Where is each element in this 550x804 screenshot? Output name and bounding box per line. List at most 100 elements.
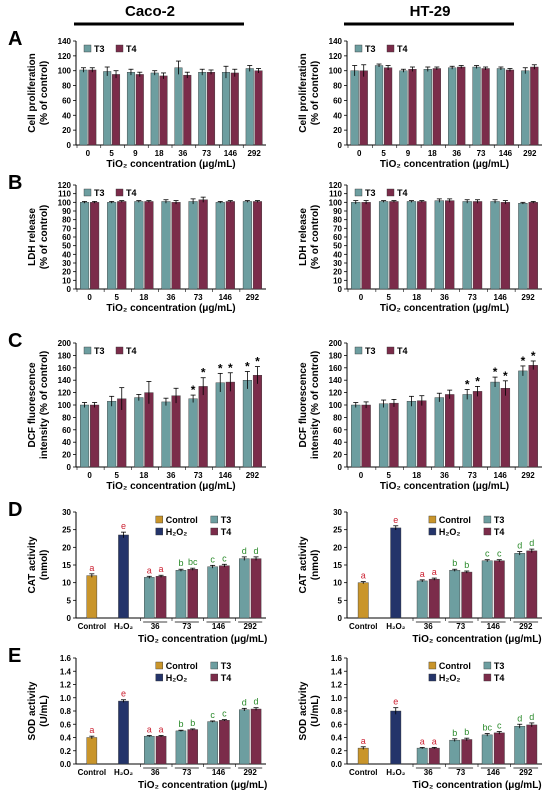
y-axis-label-line: SOD activity bbox=[298, 681, 309, 740]
bar-t4 bbox=[389, 402, 399, 468]
x-tick-label: 0 bbox=[359, 293, 364, 302]
legend-swatch-t3 bbox=[483, 515, 492, 524]
legend-swatch-t4 bbox=[483, 673, 492, 682]
y-tick-label: 25 bbox=[62, 526, 71, 535]
y-tick-label: 50 bbox=[62, 242, 71, 251]
bar-t3 bbox=[242, 201, 252, 290]
significance-star: * bbox=[503, 369, 508, 383]
significance-letter: d bbox=[242, 546, 247, 556]
y-axis-label-line: DCF fluorescence bbox=[298, 362, 309, 447]
bar-t3 bbox=[462, 201, 472, 290]
x-tick-label: 5 bbox=[387, 293, 392, 302]
bar-t4 bbox=[461, 571, 473, 619]
y-tick-label: 120 bbox=[329, 52, 343, 61]
y-tick-label: 140 bbox=[329, 376, 343, 385]
x-tick-label: 36 bbox=[151, 622, 160, 631]
y-tick-label: 0.8 bbox=[331, 707, 343, 716]
x-tick-label: H₂O₂ bbox=[114, 622, 134, 631]
bar-t3 bbox=[174, 67, 183, 146]
x-tick-label: 5 bbox=[114, 471, 119, 480]
bar-control bbox=[86, 575, 98, 619]
y-axis-label-line: (% of control) bbox=[39, 205, 50, 269]
bar-t4 bbox=[171, 395, 181, 468]
significance-letter: c bbox=[210, 710, 215, 720]
bar-t4 bbox=[408, 69, 417, 146]
x-tick-label: 292 bbox=[519, 768, 533, 777]
y-tick-label: 120 bbox=[58, 389, 72, 398]
bar-t4 bbox=[383, 67, 393, 146]
x-tick-label: 18 bbox=[139, 471, 148, 480]
bar-t3 bbox=[239, 709, 250, 765]
legend-label: H₂O₂ bbox=[439, 527, 461, 537]
legend: T3 T4 bbox=[354, 346, 408, 356]
x-tick-label: 73 bbox=[456, 622, 465, 631]
y-tick-label: 20 bbox=[333, 543, 342, 552]
y-tick-label: 0.2 bbox=[331, 747, 343, 756]
x-axis-label: TiO₂ concentration (μg/mL) bbox=[106, 303, 235, 314]
x-tick-label: 73 bbox=[468, 293, 477, 302]
y-tick-label: 50 bbox=[333, 242, 342, 251]
significance-letter: c bbox=[497, 549, 502, 559]
bar-t3 bbox=[449, 739, 461, 765]
legend-swatch-h2o2 bbox=[428, 673, 437, 682]
y-tick-label: 0 bbox=[67, 285, 72, 294]
significance-letter: e bbox=[121, 521, 126, 531]
y-tick-label: 0.0 bbox=[331, 760, 343, 769]
y-tick-label: 90 bbox=[62, 207, 71, 216]
x-tick-label: 18 bbox=[412, 293, 421, 302]
bar-t3 bbox=[514, 726, 526, 765]
y-axis-label-line: (% of control) bbox=[39, 61, 50, 125]
bar-t3 bbox=[406, 201, 417, 290]
significance-star: * bbox=[201, 366, 206, 380]
bar-control bbox=[357, 582, 369, 619]
legend: T3 T4 bbox=[354, 44, 408, 54]
x-tick-label: H₂O₂ bbox=[114, 768, 134, 777]
y-axis-label-line: CAT activity bbox=[298, 536, 309, 593]
bar-t4 bbox=[389, 201, 399, 290]
bar-t3 bbox=[472, 66, 481, 146]
y-axis-label-line: LDH release bbox=[298, 208, 309, 266]
y-tick-label: 1.6 bbox=[60, 654, 72, 663]
significance-letter: a bbox=[159, 564, 164, 574]
legend-label: T3 bbox=[494, 661, 505, 671]
y-tick-label: 200 bbox=[58, 339, 72, 348]
legend-label: H₂O₂ bbox=[166, 673, 188, 683]
bar-t3 bbox=[374, 65, 384, 146]
y-axis-label-line: (U/mL) bbox=[39, 695, 50, 727]
bar-t4 bbox=[112, 74, 121, 146]
legend-label: T4 bbox=[397, 188, 408, 198]
x-tick-label: 73 bbox=[456, 768, 465, 777]
significance-letter: d bbox=[254, 697, 259, 707]
bar-t4 bbox=[90, 404, 100, 468]
x-tick-label: 0 bbox=[357, 149, 362, 158]
significance-letter: d bbox=[254, 546, 259, 556]
bar-t4 bbox=[526, 724, 538, 765]
bar-t4 bbox=[457, 66, 466, 146]
significance-letter: c bbox=[497, 721, 502, 731]
x-axis-label: TiO₂ concentration (μg/mL) bbox=[380, 303, 509, 314]
bar-t3 bbox=[434, 200, 444, 290]
y-tick-label: 110 bbox=[329, 190, 342, 199]
y-tick-label: 0 bbox=[338, 614, 343, 623]
y-axis-label: SOD activity(U/mL) bbox=[27, 681, 50, 740]
x-tick-label: 146 bbox=[494, 471, 508, 480]
x-tick-label: 146 bbox=[212, 622, 226, 631]
y-tick-label: 40 bbox=[333, 111, 342, 120]
bar-t4 bbox=[254, 70, 263, 146]
legend-label: T4 bbox=[126, 188, 137, 198]
y-tick-label: 5 bbox=[67, 596, 72, 605]
legend-label: T4 bbox=[494, 527, 505, 537]
y-tick-label: 100 bbox=[329, 67, 343, 76]
significance-letter: b bbox=[452, 728, 457, 738]
legend: T3 T4 bbox=[354, 188, 408, 198]
x-tick-label: 36 bbox=[440, 293, 449, 302]
bar-control bbox=[86, 737, 98, 765]
x-tick-label: 146 bbox=[219, 471, 233, 480]
y-tick-label: 30 bbox=[62, 508, 71, 517]
x-tick-label: 146 bbox=[219, 293, 233, 302]
bar-t3 bbox=[144, 735, 155, 765]
x-tick-label: 18 bbox=[428, 149, 437, 158]
panel-label: A bbox=[8, 28, 22, 50]
